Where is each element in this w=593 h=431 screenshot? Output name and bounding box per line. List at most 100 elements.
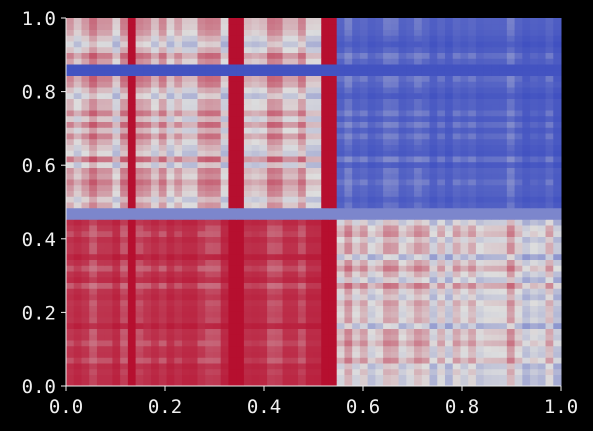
heatmap-cell [127, 202, 137, 209]
heatmap-cell [282, 207, 291, 214]
heatmap-cell [545, 271, 554, 278]
heatmap-cell [189, 92, 198, 99]
heatmap-cell [398, 121, 407, 128]
heatmap-cell [174, 179, 183, 186]
heatmap-cell [305, 161, 314, 168]
heatmap-cell [189, 138, 198, 145]
heatmap-cell [530, 282, 539, 289]
heatmap-cell [212, 184, 222, 191]
y-tick-label: 1.0 [22, 8, 56, 30]
heatmap-cell [220, 340, 229, 347]
heatmap-cell [491, 213, 500, 220]
heatmap-cell [166, 219, 175, 226]
heatmap-cell [398, 340, 407, 347]
heatmap-cell [437, 380, 446, 387]
heatmap-cell [499, 328, 508, 335]
heatmap-cell [205, 351, 214, 358]
heatmap-cell [421, 351, 431, 358]
heatmap-cell [553, 58, 562, 65]
heatmap-cell [236, 87, 245, 94]
heatmap-cell [328, 29, 338, 36]
heatmap-cell [228, 190, 237, 197]
heatmap-cell [151, 242, 160, 249]
heatmap-cell [259, 29, 268, 36]
heatmap-cell [290, 345, 299, 352]
heatmap-cell [228, 357, 237, 364]
heatmap-cell [414, 328, 423, 335]
heatmap-cell [475, 64, 485, 71]
heatmap-cell [406, 282, 415, 289]
heatmap-cell [298, 92, 307, 99]
heatmap-cell [189, 282, 198, 289]
heatmap-cell [197, 64, 206, 71]
heatmap-cell [228, 92, 237, 99]
heatmap-cell [166, 29, 175, 36]
heatmap-cell [530, 225, 539, 232]
heatmap-cell [228, 351, 237, 358]
heatmap-cell [468, 150, 477, 157]
heatmap-cell [251, 58, 260, 65]
heatmap-cell [205, 230, 214, 237]
heatmap-cell [274, 121, 284, 128]
heatmap-cell [336, 161, 345, 168]
heatmap-cell [290, 52, 299, 59]
heatmap-cell [166, 69, 175, 76]
heatmap-cell [182, 75, 191, 82]
heatmap-cell [212, 311, 222, 318]
heatmap-cell [158, 230, 168, 237]
heatmap-cell [267, 357, 276, 364]
heatmap-cell [468, 294, 477, 301]
heatmap-cell [120, 294, 129, 301]
heatmap-cell [112, 259, 121, 266]
heatmap-cell [151, 144, 160, 151]
heatmap-cell [197, 29, 206, 36]
heatmap-cell [73, 202, 82, 209]
heatmap-cell [553, 345, 562, 352]
heatmap-cell [127, 46, 137, 53]
heatmap-cell [421, 282, 431, 289]
heatmap-cell [174, 299, 183, 306]
heatmap-cell [104, 202, 113, 209]
heatmap-cell [499, 179, 508, 186]
heatmap-cell [522, 138, 531, 145]
heatmap-cell [359, 363, 369, 370]
heatmap-cell [66, 368, 75, 375]
heatmap-cell [537, 213, 547, 220]
heatmap-cell [437, 311, 446, 318]
heatmap-cell [267, 138, 276, 145]
heatmap-cell [205, 219, 214, 226]
heatmap-cell [328, 328, 338, 335]
heatmap-cell [220, 334, 229, 341]
heatmap-cell [282, 305, 291, 312]
heatmap-cell [127, 98, 137, 105]
heatmap-cell [243, 23, 253, 30]
heatmap-cell [143, 98, 152, 105]
heatmap-cell [321, 64, 330, 71]
heatmap-cell [468, 41, 477, 48]
heatmap-cell [251, 213, 260, 220]
heatmap-cell [375, 190, 384, 197]
heatmap-cell [545, 173, 554, 180]
heatmap-cell [267, 374, 276, 381]
heatmap-cell [290, 282, 299, 289]
heatmap-cell [66, 150, 75, 157]
heatmap-cell [251, 328, 260, 335]
heatmap-cell [174, 265, 183, 272]
heatmap-cell [321, 202, 330, 209]
heatmap-cell [390, 138, 400, 145]
heatmap-cell [274, 196, 284, 203]
heatmap-cell [73, 184, 82, 191]
heatmap-cell [468, 46, 477, 53]
heatmap-cell [429, 115, 438, 122]
heatmap-cell [298, 127, 307, 134]
heatmap-cell [220, 196, 229, 203]
heatmap-cell [182, 18, 191, 25]
heatmap-cell [290, 219, 299, 226]
heatmap-cell [73, 156, 82, 163]
heatmap-cell [506, 92, 516, 99]
heatmap-cell [537, 363, 547, 370]
heatmap-cell [506, 156, 516, 163]
heatmap-cell [398, 213, 407, 220]
heatmap-cell [174, 311, 183, 318]
heatmap-cell [189, 98, 198, 105]
